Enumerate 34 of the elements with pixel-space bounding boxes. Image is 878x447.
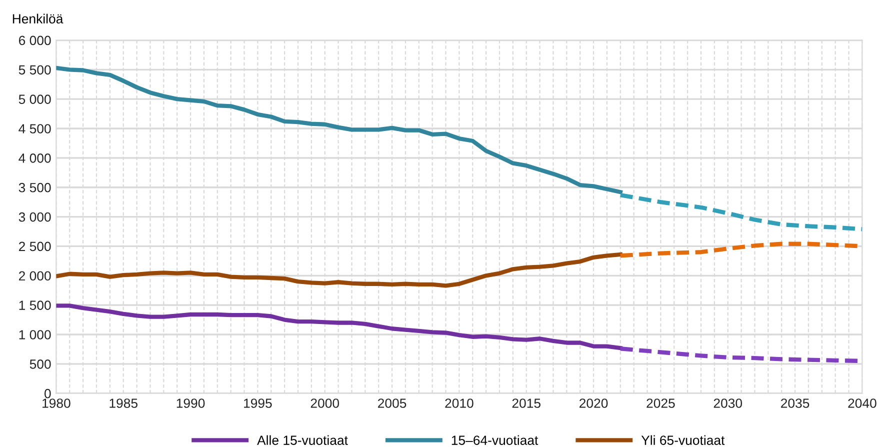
y-tick-label: 5 000 [18, 94, 51, 104]
x-tick-label: 2015 [512, 398, 540, 408]
x-tick-label: 1980 [42, 398, 70, 408]
x-tick-label: 2005 [378, 398, 406, 408]
x-tick-label: 2000 [310, 398, 340, 408]
y-axis-title: Henkilöä [12, 14, 64, 24]
line-series [618, 192, 862, 232]
y-tick-label: 4 500 [18, 124, 51, 134]
y-tick-label: 500 [30, 360, 51, 369]
line-series [56, 66, 622, 194]
legend-label: 15–64-vuotiaat [452, 435, 538, 445]
y-tick-label: 2 500 [18, 242, 51, 252]
x-tick-label: 2025 [646, 398, 675, 408]
y-tick-label: 5 500 [18, 65, 51, 75]
y-tick-label: 4 000 [18, 154, 51, 163]
x-tick-label: 2035 [781, 398, 810, 408]
y-tick-label: 0 [44, 388, 51, 398]
y-tick-label: 2 000 [18, 271, 51, 281]
y-tick-label: 6 000 [18, 36, 51, 46]
x-tick-label: 2020 [580, 398, 608, 408]
y-tick-label: 1 500 [19, 300, 51, 310]
y-tick-label: 3 000 [18, 212, 51, 222]
x-tick-label: 1990 [176, 398, 205, 408]
line-series [56, 252, 622, 288]
line-series [56, 304, 622, 350]
x-tick-label: 2030 [714, 398, 742, 408]
legend-label: Yli 65-vuotiaat [641, 435, 725, 445]
y-tick-label: 1 000 [19, 330, 51, 340]
y-tick-label: 3 500 [18, 182, 51, 192]
x-tick-label: 2010 [445, 398, 474, 408]
x-tick-label: 2040 [848, 398, 876, 408]
legend-label: Alle 15-vuotiaat [257, 435, 348, 445]
x-tick-label: 1995 [244, 398, 272, 408]
x-tick-label: 1985 [110, 398, 138, 408]
